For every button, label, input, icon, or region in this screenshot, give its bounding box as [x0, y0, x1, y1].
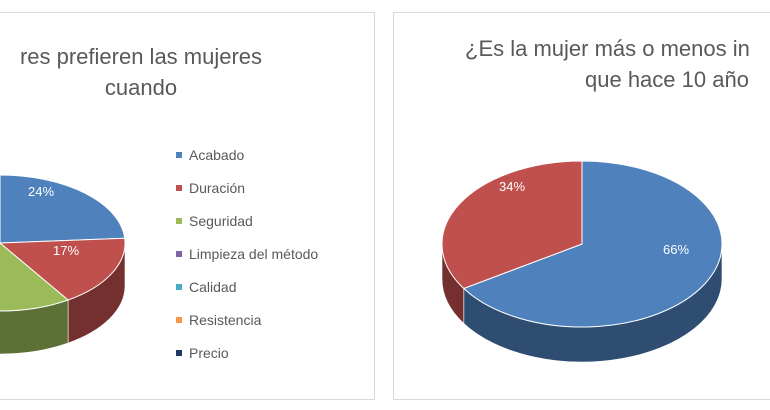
left-pie-data-label: 17%: [53, 243, 79, 258]
right-pie-slice-1: [441, 160, 583, 290]
right-pie-data-label: 66%: [663, 242, 689, 257]
legend-label: Resistencia: [189, 311, 262, 328]
legend-item: Acabado: [176, 138, 318, 171]
chart-right-pie: 66% 34%: [441, 160, 723, 363]
chart-left-panel: res prefieren las mujeres cuando 24% 17% …: [0, 12, 375, 400]
legend-item: Precio: [176, 336, 318, 369]
legend-swatch: [176, 283, 182, 290]
legend-item: Limpieza del método: [176, 237, 318, 270]
legend-label: Seguridad: [189, 212, 253, 229]
left-pie-slice-0: [0, 174, 126, 244]
chart-left-legend: Acabado Duración Seguridad Limpieza del mét…: [176, 138, 318, 369]
legend-swatch: [176, 316, 182, 323]
legend-item: Calidad: [176, 270, 318, 303]
legend-swatch: [176, 184, 182, 191]
chart-right-title-line-2: que hace 10 año: [585, 67, 749, 92]
chart-right-panel: ¿Es la mujer más o menos in que hace 10 …: [393, 12, 770, 400]
chart-left-title-line-1: res prefieren las mujeres: [19, 44, 263, 69]
legend-label: Acabado: [189, 146, 245, 163]
chart-right-title: ¿Es la mujer más o menos in que hace 10 …: [394, 33, 770, 95]
legend-label: Duración: [189, 179, 246, 196]
right-pie-data-label: 34%: [499, 179, 525, 194]
legend-item: Resistencia: [176, 303, 318, 336]
legend-swatch: [176, 151, 182, 158]
legend-swatch: [176, 217, 182, 224]
legend-label: Limpieza del método: [189, 245, 319, 262]
chart-left-title: res prefieren las mujeres cuando: [0, 41, 361, 103]
left-pie-slice-2: [0, 242, 70, 312]
legend-swatch: [176, 349, 182, 356]
left-pie-slice-1: [0, 237, 126, 301]
legend-item: Duración: [176, 171, 318, 204]
chart-right-title-line-1: ¿Es la mujer más o menos in: [465, 36, 750, 61]
right-pie-slice-0: [462, 160, 723, 328]
legend-item: Seguridad: [176, 204, 318, 237]
legend-swatch: [176, 250, 182, 257]
legend-label: Calidad: [189, 278, 237, 295]
left-pie-data-label: 24%: [28, 184, 54, 199]
chart-left-pie: 24% 17%: [0, 174, 126, 355]
chart-left-title-line-2: cuando: [104, 75, 178, 100]
legend-label: Precio: [189, 344, 229, 361]
